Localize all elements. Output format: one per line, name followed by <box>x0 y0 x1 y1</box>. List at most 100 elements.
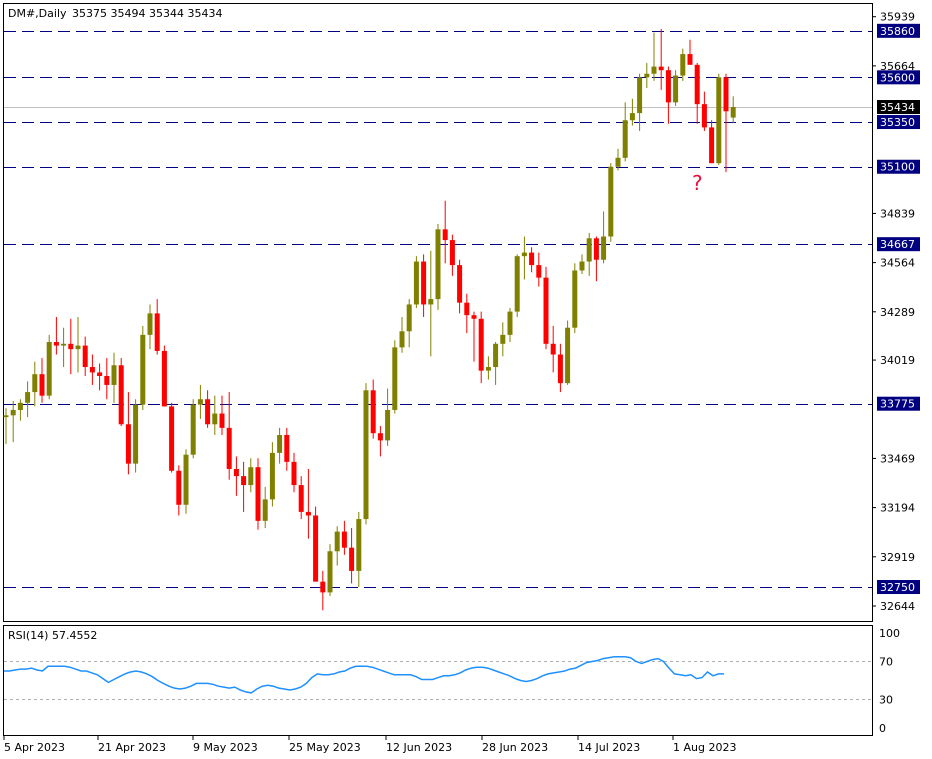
candle-body <box>673 75 679 103</box>
candle-body <box>97 372 103 376</box>
price-tick-label: 34019 <box>880 354 915 367</box>
candle-body <box>665 70 671 103</box>
level-tag-label: 34667 <box>880 238 915 251</box>
candle-body <box>601 236 607 260</box>
candle-body <box>205 399 211 425</box>
candle-body <box>233 468 239 477</box>
candle-body <box>10 409 16 416</box>
level-tag-label: 35860 <box>880 25 915 38</box>
candle-body <box>284 435 290 462</box>
price-tick-label: 35939 <box>880 11 915 24</box>
candle-body <box>17 402 23 410</box>
level-tag-label: 32750 <box>880 581 915 594</box>
candle-body <box>349 547 355 571</box>
candle-body <box>241 476 247 486</box>
candle-body <box>248 467 254 486</box>
candle-body <box>637 77 643 114</box>
candle-body <box>680 54 686 76</box>
candle-body <box>183 454 189 505</box>
candle-body <box>485 367 491 371</box>
price-tick-label: 34289 <box>880 306 915 319</box>
candle-body <box>514 256 520 312</box>
candle-body <box>435 229 441 300</box>
candle-body <box>190 404 196 455</box>
time-tick-label: 1 Aug 2023 <box>673 741 736 754</box>
level-tag <box>877 237 920 252</box>
level-tag <box>877 396 920 411</box>
candle-body <box>111 365 117 385</box>
candle-body <box>442 229 448 241</box>
candle-body <box>557 354 563 384</box>
candle-body <box>413 261 419 305</box>
level-tag-label: 35100 <box>880 161 915 174</box>
candle-body <box>629 113 635 121</box>
candle-body <box>212 413 218 425</box>
candle-body <box>730 107 736 118</box>
candle-body <box>334 531 340 552</box>
candle-body <box>385 409 391 441</box>
candle-body <box>169 406 175 471</box>
candle-body <box>68 343 74 350</box>
candle-body <box>277 435 283 453</box>
candle-body <box>701 104 707 128</box>
price-tick-label: 33194 <box>880 502 915 515</box>
time-tick-label: 5 Apr 2023 <box>4 741 65 754</box>
level-tag <box>877 70 920 85</box>
candle-body <box>586 238 592 262</box>
candle-body <box>147 313 153 335</box>
symbol-label: DM#,Daily <box>8 7 67 20</box>
time-tick-label: 25 May 2023 <box>289 741 361 754</box>
candle-body <box>687 54 693 65</box>
candle-body <box>327 551 333 593</box>
candle-body <box>550 343 556 355</box>
rsi-tick-label: 30 <box>879 694 893 707</box>
candle-body <box>32 374 38 393</box>
price-axis: 35939 35664 34839 34564 34289 34019 33469 33194… <box>872 11 915 613</box>
candle-body <box>313 515 319 582</box>
rsi-tick-label: 100 <box>879 627 900 640</box>
candle-body <box>529 252 535 266</box>
candle-body <box>572 270 578 328</box>
candle-body <box>104 375 110 385</box>
candle-body <box>39 374 45 396</box>
candle-body <box>269 452 275 500</box>
candle-body <box>471 315 477 319</box>
candle-body <box>709 127 715 164</box>
candle-body <box>464 302 470 316</box>
candle-body <box>133 404 139 464</box>
candle-body <box>644 73 650 78</box>
candle-body <box>219 413 225 428</box>
candle-body <box>53 342 59 346</box>
rsi-header: RSI(14) 57.4552 <box>8 629 97 642</box>
price-tick-label: 32919 <box>880 551 915 564</box>
candle-body <box>579 261 585 271</box>
candle-body <box>140 334 146 405</box>
rsi-tick-label: 70 <box>879 656 893 669</box>
level-tag-label: 33775 <box>880 398 915 411</box>
candle-body <box>428 299 434 305</box>
rsi-line <box>4 656 724 694</box>
candle-body <box>449 240 455 266</box>
price-tick-label: 35664 <box>880 60 915 73</box>
level-tag <box>877 159 920 174</box>
rsi-indicator: 100 70 30 0 <box>4 627 900 735</box>
candle-body <box>154 313 160 351</box>
level-tag-label: 35600 <box>880 71 915 84</box>
price-tick-label: 33469 <box>880 452 915 465</box>
current-price-tag-label: 35434 <box>880 101 915 114</box>
candle-body <box>176 470 182 505</box>
candle-body <box>291 461 297 486</box>
candle-body <box>615 157 621 167</box>
candle-body <box>298 485 304 512</box>
candle-body <box>500 334 506 344</box>
rsi-tick-label: 0 <box>879 722 886 735</box>
candle-body <box>421 261 427 305</box>
level-tag <box>877 580 920 595</box>
candle-body <box>125 424 131 464</box>
level-tag <box>877 115 920 130</box>
candle-body <box>608 166 614 237</box>
candle-body <box>457 265 463 303</box>
candle-body <box>651 66 657 74</box>
